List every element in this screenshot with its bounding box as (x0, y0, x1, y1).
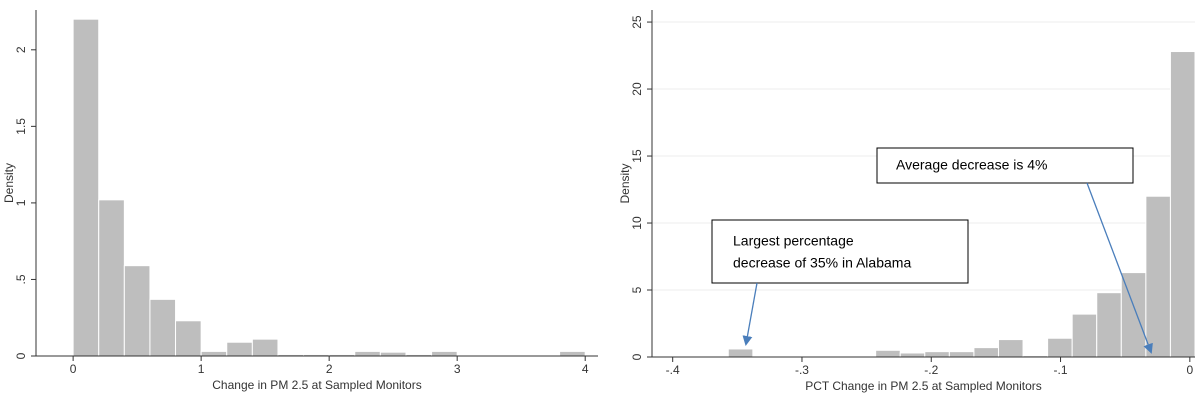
y-tick-label: .5 (14, 274, 28, 284)
bar (1145, 195, 1171, 358)
bar (379, 351, 407, 357)
bar (1047, 337, 1073, 358)
bar (1120, 272, 1147, 358)
y-tick-label: 20 (630, 82, 644, 96)
annotation-text: Average decrease is 4% (896, 157, 1048, 173)
bar (875, 349, 901, 358)
bar (1071, 313, 1098, 358)
bar (98, 199, 125, 357)
x-tick-label: -.4 (666, 363, 680, 377)
bar (123, 265, 151, 357)
bar (924, 351, 950, 358)
bar (251, 338, 279, 357)
y-tick-label: 25 (630, 15, 644, 29)
y-tick-label: 1.5 (14, 118, 28, 135)
x-tick-label: -.3 (795, 363, 809, 377)
annotation-arrow (742, 282, 758, 346)
y-tick-label: 0 (630, 353, 644, 360)
y-tick-label: 10 (630, 216, 644, 230)
y-tick-label: 5 (630, 286, 644, 293)
y-tick-label: 0 (14, 352, 28, 359)
x-tick-label: 2 (326, 362, 333, 376)
x-tick-label: -.1 (1054, 363, 1068, 377)
annotation-box (876, 147, 1134, 184)
bar (175, 320, 202, 357)
bar (559, 350, 586, 357)
bar (200, 350, 228, 357)
annotation-text: Largest percentage (733, 233, 854, 249)
x-tick-label: -.2 (924, 363, 938, 377)
bar (72, 18, 100, 357)
bar (973, 347, 999, 358)
bar (1096, 292, 1122, 358)
bar (948, 351, 975, 358)
bar (1169, 51, 1195, 358)
y-axis-title: Density (2, 163, 16, 203)
y-tick-label: 2 (14, 46, 28, 53)
bar (727, 348, 754, 358)
annotation-arrow (1086, 182, 1153, 354)
y-tick-label: 1 (14, 199, 28, 206)
y-tick-label: 15 (630, 149, 644, 163)
annotation-box (711, 219, 969, 284)
x-tick-label: 0 (1186, 363, 1193, 377)
bar (354, 350, 381, 357)
bar (226, 341, 253, 357)
bar (149, 298, 177, 357)
x-axis-title: PCT Change in PM 2.5 at Sampled Monitors (805, 379, 1042, 393)
annotation-text: decrease of 35% in Alabama (733, 255, 911, 271)
bar (431, 350, 458, 357)
x-axis-title: Change in PM 2.5 at Sampled Monitors (212, 378, 421, 392)
x-tick-label: 0 (70, 362, 77, 376)
x-tick-label: 1 (198, 362, 205, 376)
x-tick-label: 3 (454, 362, 461, 376)
bar (899, 352, 926, 358)
y-axis-title: Density (618, 163, 632, 203)
x-tick-label: 4 (582, 362, 589, 376)
bar (997, 339, 1024, 358)
